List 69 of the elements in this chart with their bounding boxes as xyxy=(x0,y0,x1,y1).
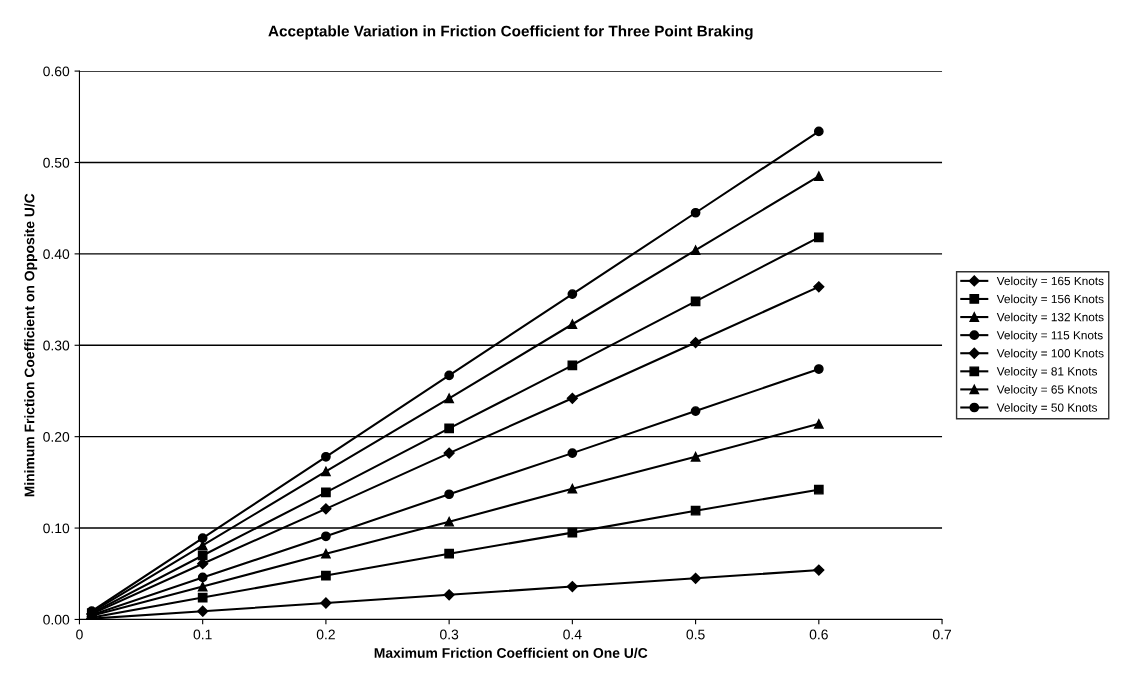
point xyxy=(321,548,331,559)
point xyxy=(444,516,454,527)
y-axis-title: Minimum Friction Coefficient on Opposite U/C xyxy=(24,193,38,497)
point xyxy=(689,572,702,584)
point xyxy=(690,207,701,218)
point xyxy=(443,447,455,459)
point xyxy=(567,448,578,458)
point xyxy=(197,592,208,603)
point xyxy=(321,487,331,498)
point xyxy=(197,550,208,561)
y-tick-label: 0.10 xyxy=(43,523,70,534)
point xyxy=(320,503,332,515)
point xyxy=(197,581,208,592)
point xyxy=(813,126,824,137)
legend-label: Velocity = 132 Knots xyxy=(996,312,1104,324)
x-tick-label: 0.4 xyxy=(563,629,582,640)
legend-label: Velocity = 65 Knots xyxy=(996,384,1098,396)
x-tick-label: 0.1 xyxy=(193,629,212,640)
point xyxy=(444,489,454,500)
y-tick-label: 0.50 xyxy=(43,157,70,168)
x-tick-label: 0.3 xyxy=(440,629,459,640)
point xyxy=(813,564,825,576)
point xyxy=(813,232,824,243)
x-tick-label: 0.7 xyxy=(932,629,952,640)
legend-label: Velocity = 100 Knots xyxy=(996,348,1104,360)
legend-label: Velocity = 156 Knots xyxy=(996,294,1104,306)
chart-title: Acceptable Variation in Friction Coefficient for Three Point Braking xyxy=(268,25,753,40)
x-tick-label: 0 xyxy=(76,629,83,640)
point xyxy=(813,419,824,429)
legend-label: Velocity = 115 Knots xyxy=(996,330,1103,342)
point xyxy=(444,423,454,434)
point xyxy=(321,466,331,477)
point xyxy=(197,572,208,583)
point xyxy=(566,392,578,404)
x-axis-title: Maximum Friction Coefficient on One U/C xyxy=(374,647,648,659)
point xyxy=(813,484,824,495)
point xyxy=(444,370,454,381)
point xyxy=(197,605,209,617)
point xyxy=(567,319,578,330)
point xyxy=(321,570,331,581)
x-tick-label: 0.5 xyxy=(686,629,705,640)
point xyxy=(567,483,578,494)
point xyxy=(690,451,701,462)
y-tick-label: 0.30 xyxy=(43,340,70,351)
y-tick-label: 0.00 xyxy=(43,614,70,625)
point xyxy=(813,364,824,374)
point xyxy=(443,589,455,601)
legend-label: Velocity = 81 Knots xyxy=(996,366,1098,378)
point xyxy=(321,451,331,462)
point xyxy=(444,393,454,404)
y-tick-label: 0.60 xyxy=(43,66,70,77)
point xyxy=(690,245,701,256)
x-tick-label: 0.2 xyxy=(316,629,335,640)
point xyxy=(690,406,701,416)
point xyxy=(444,548,454,559)
point xyxy=(567,289,578,299)
point xyxy=(813,281,825,293)
legend-label: Velocity = 50 Knots xyxy=(996,403,1098,415)
legend-label: Velocity = 165 Knots xyxy=(996,276,1104,288)
y-tick-label: 0.40 xyxy=(43,249,70,260)
y-tick-label: 0.20 xyxy=(43,432,70,442)
point xyxy=(813,171,824,182)
point xyxy=(566,580,578,593)
point xyxy=(320,597,332,609)
x-tick-label: 0.6 xyxy=(809,629,828,640)
point xyxy=(197,533,208,543)
point xyxy=(689,336,702,349)
point xyxy=(690,505,701,516)
point xyxy=(321,531,331,542)
